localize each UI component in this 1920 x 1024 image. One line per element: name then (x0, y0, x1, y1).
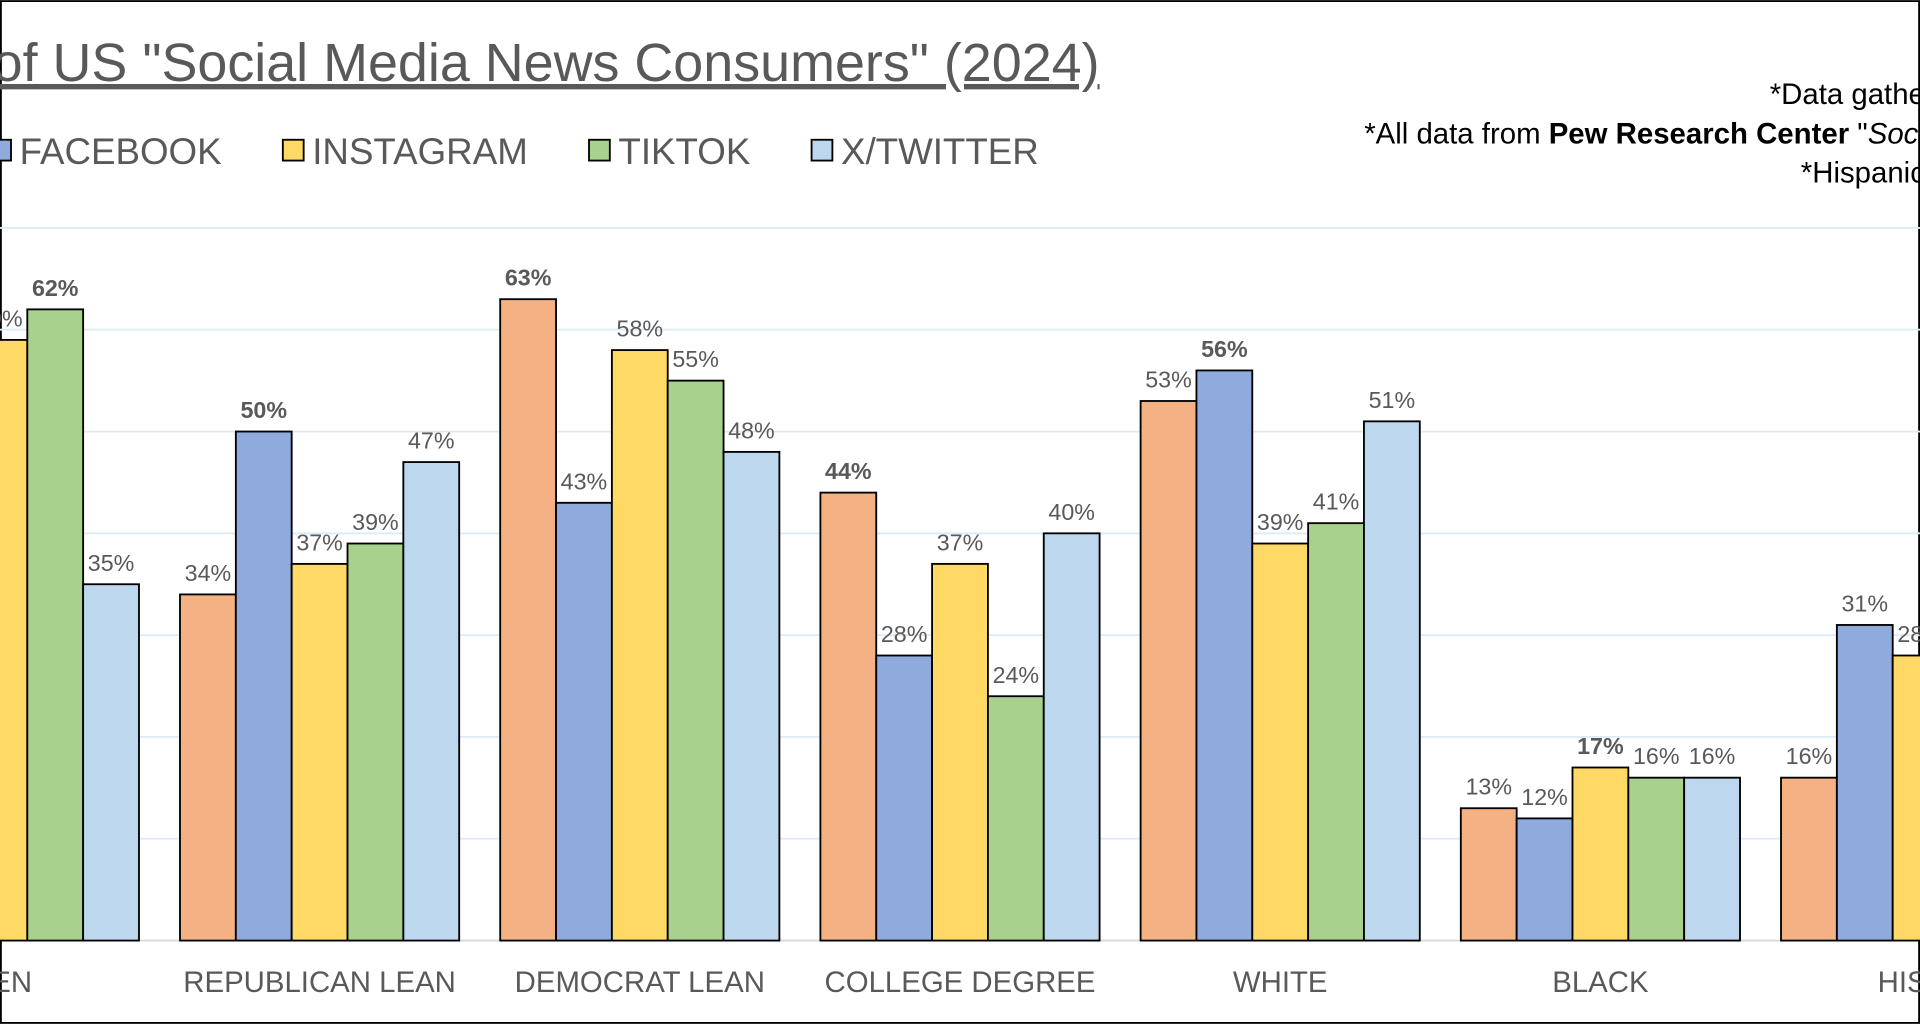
data-label: 24% (993, 662, 1040, 688)
data-label: 39% (352, 509, 399, 535)
bar (290, 562, 349, 942)
data-label: 50% (240, 397, 287, 423)
bar (1571, 766, 1630, 942)
bar (1627, 776, 1686, 942)
legend-swatch (281, 138, 305, 162)
data-label: 58% (617, 316, 664, 342)
bar (1780, 776, 1838, 942)
data-label: 40% (1048, 499, 1095, 525)
note-part: Pew Research Center (1549, 117, 1849, 150)
note-part: " (1849, 117, 1868, 150)
data-label: 48% (728, 417, 775, 443)
data-label: 12% (1521, 784, 1568, 810)
legend-label: FACEBOOK (20, 131, 223, 172)
x-tick-label: COLLEGE DEGREE (825, 966, 1096, 999)
bar (234, 430, 293, 942)
bar (179, 593, 237, 942)
data-label: 17% (1577, 733, 1624, 759)
data-label: 43% (561, 468, 608, 494)
data-label: 37% (296, 529, 343, 555)
bar (666, 379, 725, 942)
data-label: 53% (1145, 367, 1192, 393)
legend-label: X/TWITTER (841, 131, 1039, 172)
data-label: 59% (0, 305, 23, 331)
bar (1835, 624, 1894, 942)
data-label: 41% (1313, 489, 1360, 515)
bar (1891, 654, 1920, 942)
note: *All data from Pew Research Center "Soci (1364, 117, 1920, 150)
chart-title: of US "Social Media News Consumers" (202… (0, 33, 1100, 93)
bar (346, 542, 405, 942)
bar (875, 654, 933, 942)
x-tick-label: DEMOCRAT LEAN (515, 966, 765, 999)
note-part: Soci (1868, 117, 1920, 150)
data-label: 51% (1369, 387, 1416, 413)
bar (1251, 542, 1310, 942)
data-label: 39% (1257, 509, 1304, 535)
bar (402, 461, 461, 942)
data-label: 63% (505, 265, 552, 291)
note-part: *All data from (1364, 117, 1548, 150)
note-part: *Hispanic (1801, 157, 1920, 190)
note: *Hispanic (1801, 157, 1920, 190)
legend-swatch (810, 138, 834, 162)
data-label: 16% (1689, 743, 1736, 769)
x-tick-label: REPUBLICAN LEAN (183, 966, 456, 999)
bar (26, 308, 85, 942)
bar (0, 338, 29, 942)
data-label: 56% (1201, 336, 1248, 362)
bar (1139, 400, 1198, 942)
bar (1515, 817, 1574, 942)
data-label: 31% (1842, 590, 1889, 616)
data-label: 37% (937, 529, 984, 555)
bar (986, 695, 1045, 942)
data-label: 28% (881, 621, 928, 647)
data-label: 35% (88, 550, 135, 576)
legend-swatch (588, 138, 611, 162)
x-tick-label: WHITE (1233, 966, 1328, 999)
note-part: *Data gathe (1770, 78, 1920, 111)
x-tick-label: HISPA (1878, 966, 1920, 999)
legend: FACEBOOK INSTAGRAM TIKTOK X/TWITTER (0, 131, 1039, 172)
bar (1042, 532, 1101, 942)
data-label: 44% (825, 458, 872, 484)
data-label: 34% (185, 560, 232, 586)
data-label: 16% (1633, 743, 1680, 769)
legend-label: TIKTOK (618, 131, 750, 172)
notes: *Data gathe *All data from Pew Research C… (1364, 78, 1920, 189)
bar (1195, 369, 1254, 942)
bars (0, 298, 1920, 942)
bar (555, 501, 613, 942)
bar (1307, 522, 1365, 942)
data-label: 28% (1897, 621, 1920, 647)
x-tick-label: MEN (0, 966, 32, 999)
bar (82, 583, 140, 942)
data-label: 55% (672, 346, 719, 372)
bar (1459, 807, 1518, 942)
bar (819, 491, 878, 942)
data-label: 16% (1786, 743, 1833, 769)
bar (931, 562, 989, 942)
bar (1363, 420, 1421, 942)
bar (499, 298, 557, 942)
bar (722, 450, 781, 942)
data-label: 62% (32, 275, 79, 301)
x-tick-label: BLACK (1552, 966, 1649, 999)
note: *Data gathe (1770, 78, 1920, 111)
data-label: 13% (1465, 774, 1512, 800)
labels: MEN 59% 62% 35% REPUBLICAN LEAN 34% 50% 37% 39% 4… (0, 265, 1920, 999)
bar (1683, 776, 1741, 942)
bar (610, 349, 669, 942)
legend-label: INSTAGRAM (312, 131, 528, 172)
legend-swatch (0, 138, 12, 162)
data-label: 47% (408, 428, 455, 454)
